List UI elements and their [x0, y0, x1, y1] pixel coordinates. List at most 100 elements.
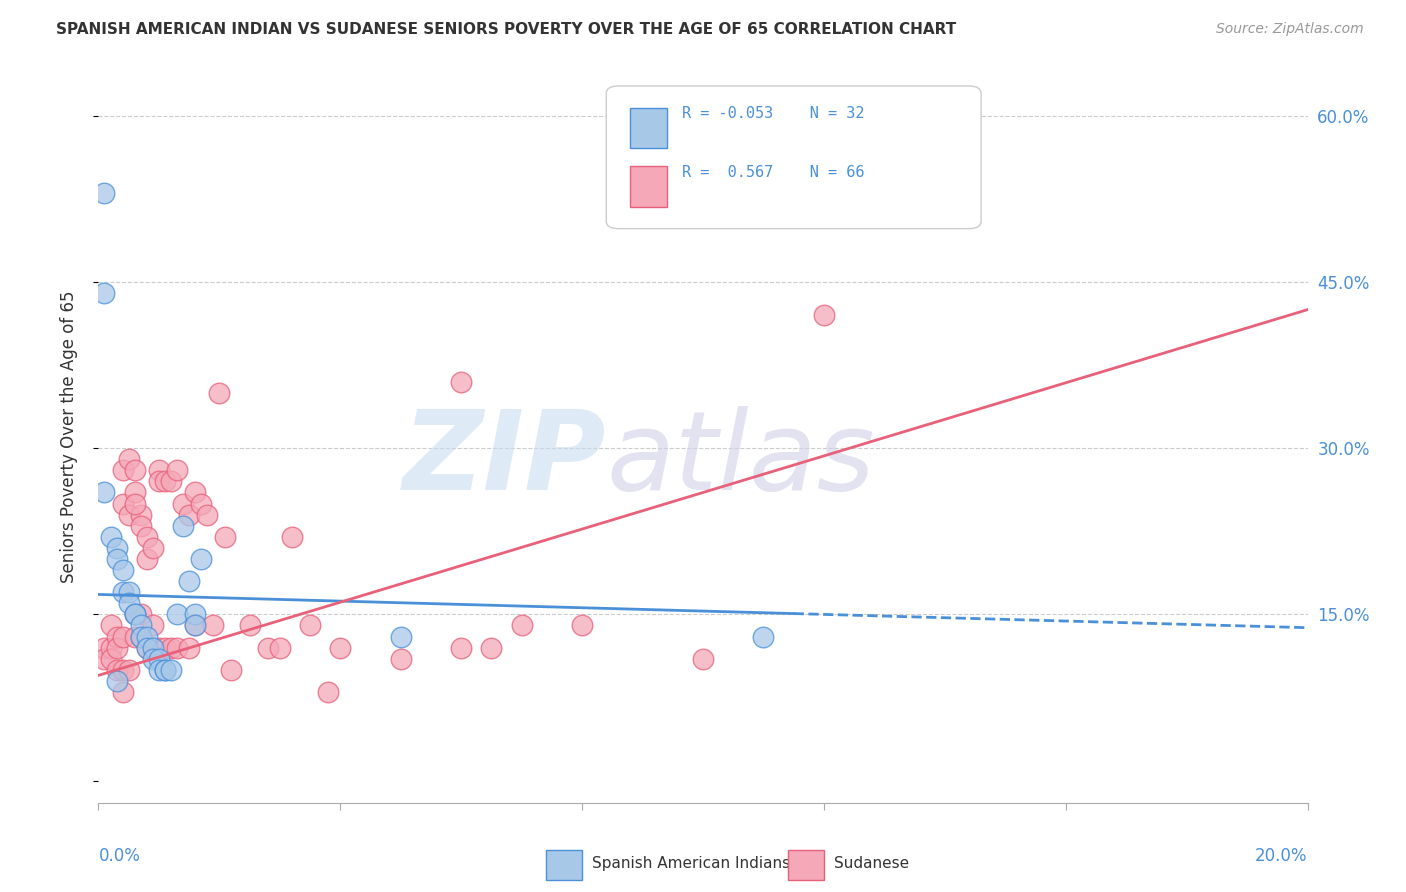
- FancyBboxPatch shape: [787, 850, 824, 880]
- Point: [571, 618, 593, 632]
- Point: [148, 475, 170, 489]
- Point: [118, 663, 141, 677]
- Point: [208, 385, 231, 400]
- Point: [129, 630, 152, 644]
- FancyBboxPatch shape: [630, 167, 666, 207]
- Point: [172, 518, 194, 533]
- Point: [153, 475, 176, 489]
- Point: [135, 630, 157, 644]
- Point: [124, 497, 146, 511]
- Point: [153, 663, 176, 677]
- Y-axis label: Seniors Poverty Over the Age of 65: Seniors Poverty Over the Age of 65: [59, 291, 77, 583]
- Point: [692, 651, 714, 665]
- Point: [111, 663, 134, 677]
- Point: [239, 618, 262, 632]
- Point: [105, 673, 128, 688]
- Point: [111, 463, 134, 477]
- Point: [129, 607, 152, 622]
- Point: [752, 630, 775, 644]
- Point: [135, 640, 157, 655]
- Point: [124, 607, 146, 622]
- Point: [160, 640, 183, 655]
- Point: [299, 618, 322, 632]
- Point: [148, 463, 170, 477]
- Point: [129, 508, 152, 522]
- Point: [124, 463, 146, 477]
- Point: [111, 685, 134, 699]
- Point: [148, 651, 170, 665]
- Point: [179, 574, 201, 589]
- Point: [105, 663, 128, 677]
- Point: [124, 607, 146, 622]
- Point: [135, 640, 157, 655]
- Point: [135, 552, 157, 566]
- Point: [172, 497, 194, 511]
- Text: Source: ZipAtlas.com: Source: ZipAtlas.com: [1216, 22, 1364, 37]
- Point: [93, 186, 115, 201]
- Point: [111, 630, 134, 644]
- Point: [202, 618, 225, 632]
- Point: [93, 651, 115, 665]
- Point: [105, 541, 128, 555]
- Point: [221, 663, 243, 677]
- Point: [100, 618, 122, 632]
- Point: [142, 640, 165, 655]
- Point: [195, 508, 218, 522]
- Point: [100, 640, 122, 655]
- Point: [100, 651, 122, 665]
- Point: [135, 530, 157, 544]
- Text: 20.0%: 20.0%: [1256, 847, 1308, 864]
- Point: [129, 618, 152, 632]
- Point: [111, 497, 134, 511]
- Point: [510, 618, 533, 632]
- Text: ZIP: ZIP: [402, 406, 606, 513]
- Point: [179, 508, 201, 522]
- Point: [190, 552, 212, 566]
- Point: [813, 308, 835, 322]
- Point: [118, 508, 141, 522]
- Point: [184, 618, 207, 632]
- Point: [111, 563, 134, 577]
- Point: [93, 640, 115, 655]
- Point: [142, 541, 165, 555]
- Point: [389, 651, 412, 665]
- Point: [450, 640, 472, 655]
- Point: [160, 663, 183, 677]
- FancyBboxPatch shape: [546, 850, 582, 880]
- Point: [93, 285, 115, 300]
- Text: SPANISH AMERICAN INDIAN VS SUDANESE SENIORS POVERTY OVER THE AGE OF 65 CORRELATI: SPANISH AMERICAN INDIAN VS SUDANESE SENI…: [56, 22, 956, 37]
- Point: [129, 518, 152, 533]
- Point: [281, 530, 304, 544]
- Point: [142, 640, 165, 655]
- Point: [179, 640, 201, 655]
- Point: [105, 552, 128, 566]
- Point: [124, 607, 146, 622]
- Point: [190, 497, 212, 511]
- Point: [118, 452, 141, 467]
- Point: [129, 630, 152, 644]
- Point: [184, 618, 207, 632]
- Point: [142, 651, 165, 665]
- Point: [184, 485, 207, 500]
- Point: [166, 640, 188, 655]
- Point: [118, 596, 141, 610]
- Point: [153, 663, 176, 677]
- Point: [148, 640, 170, 655]
- Point: [93, 485, 115, 500]
- Text: Spanish American Indians: Spanish American Indians: [592, 856, 790, 871]
- Point: [214, 530, 236, 544]
- Point: [184, 607, 207, 622]
- Point: [153, 640, 176, 655]
- Point: [105, 630, 128, 644]
- Point: [481, 640, 503, 655]
- Point: [124, 630, 146, 644]
- Point: [389, 630, 412, 644]
- Point: [166, 463, 188, 477]
- Point: [118, 585, 141, 599]
- Point: [316, 685, 339, 699]
- Text: R = -0.053    N = 32: R = -0.053 N = 32: [682, 106, 865, 121]
- FancyBboxPatch shape: [630, 108, 666, 148]
- Point: [450, 375, 472, 389]
- Point: [160, 475, 183, 489]
- Text: atlas: atlas: [606, 406, 875, 513]
